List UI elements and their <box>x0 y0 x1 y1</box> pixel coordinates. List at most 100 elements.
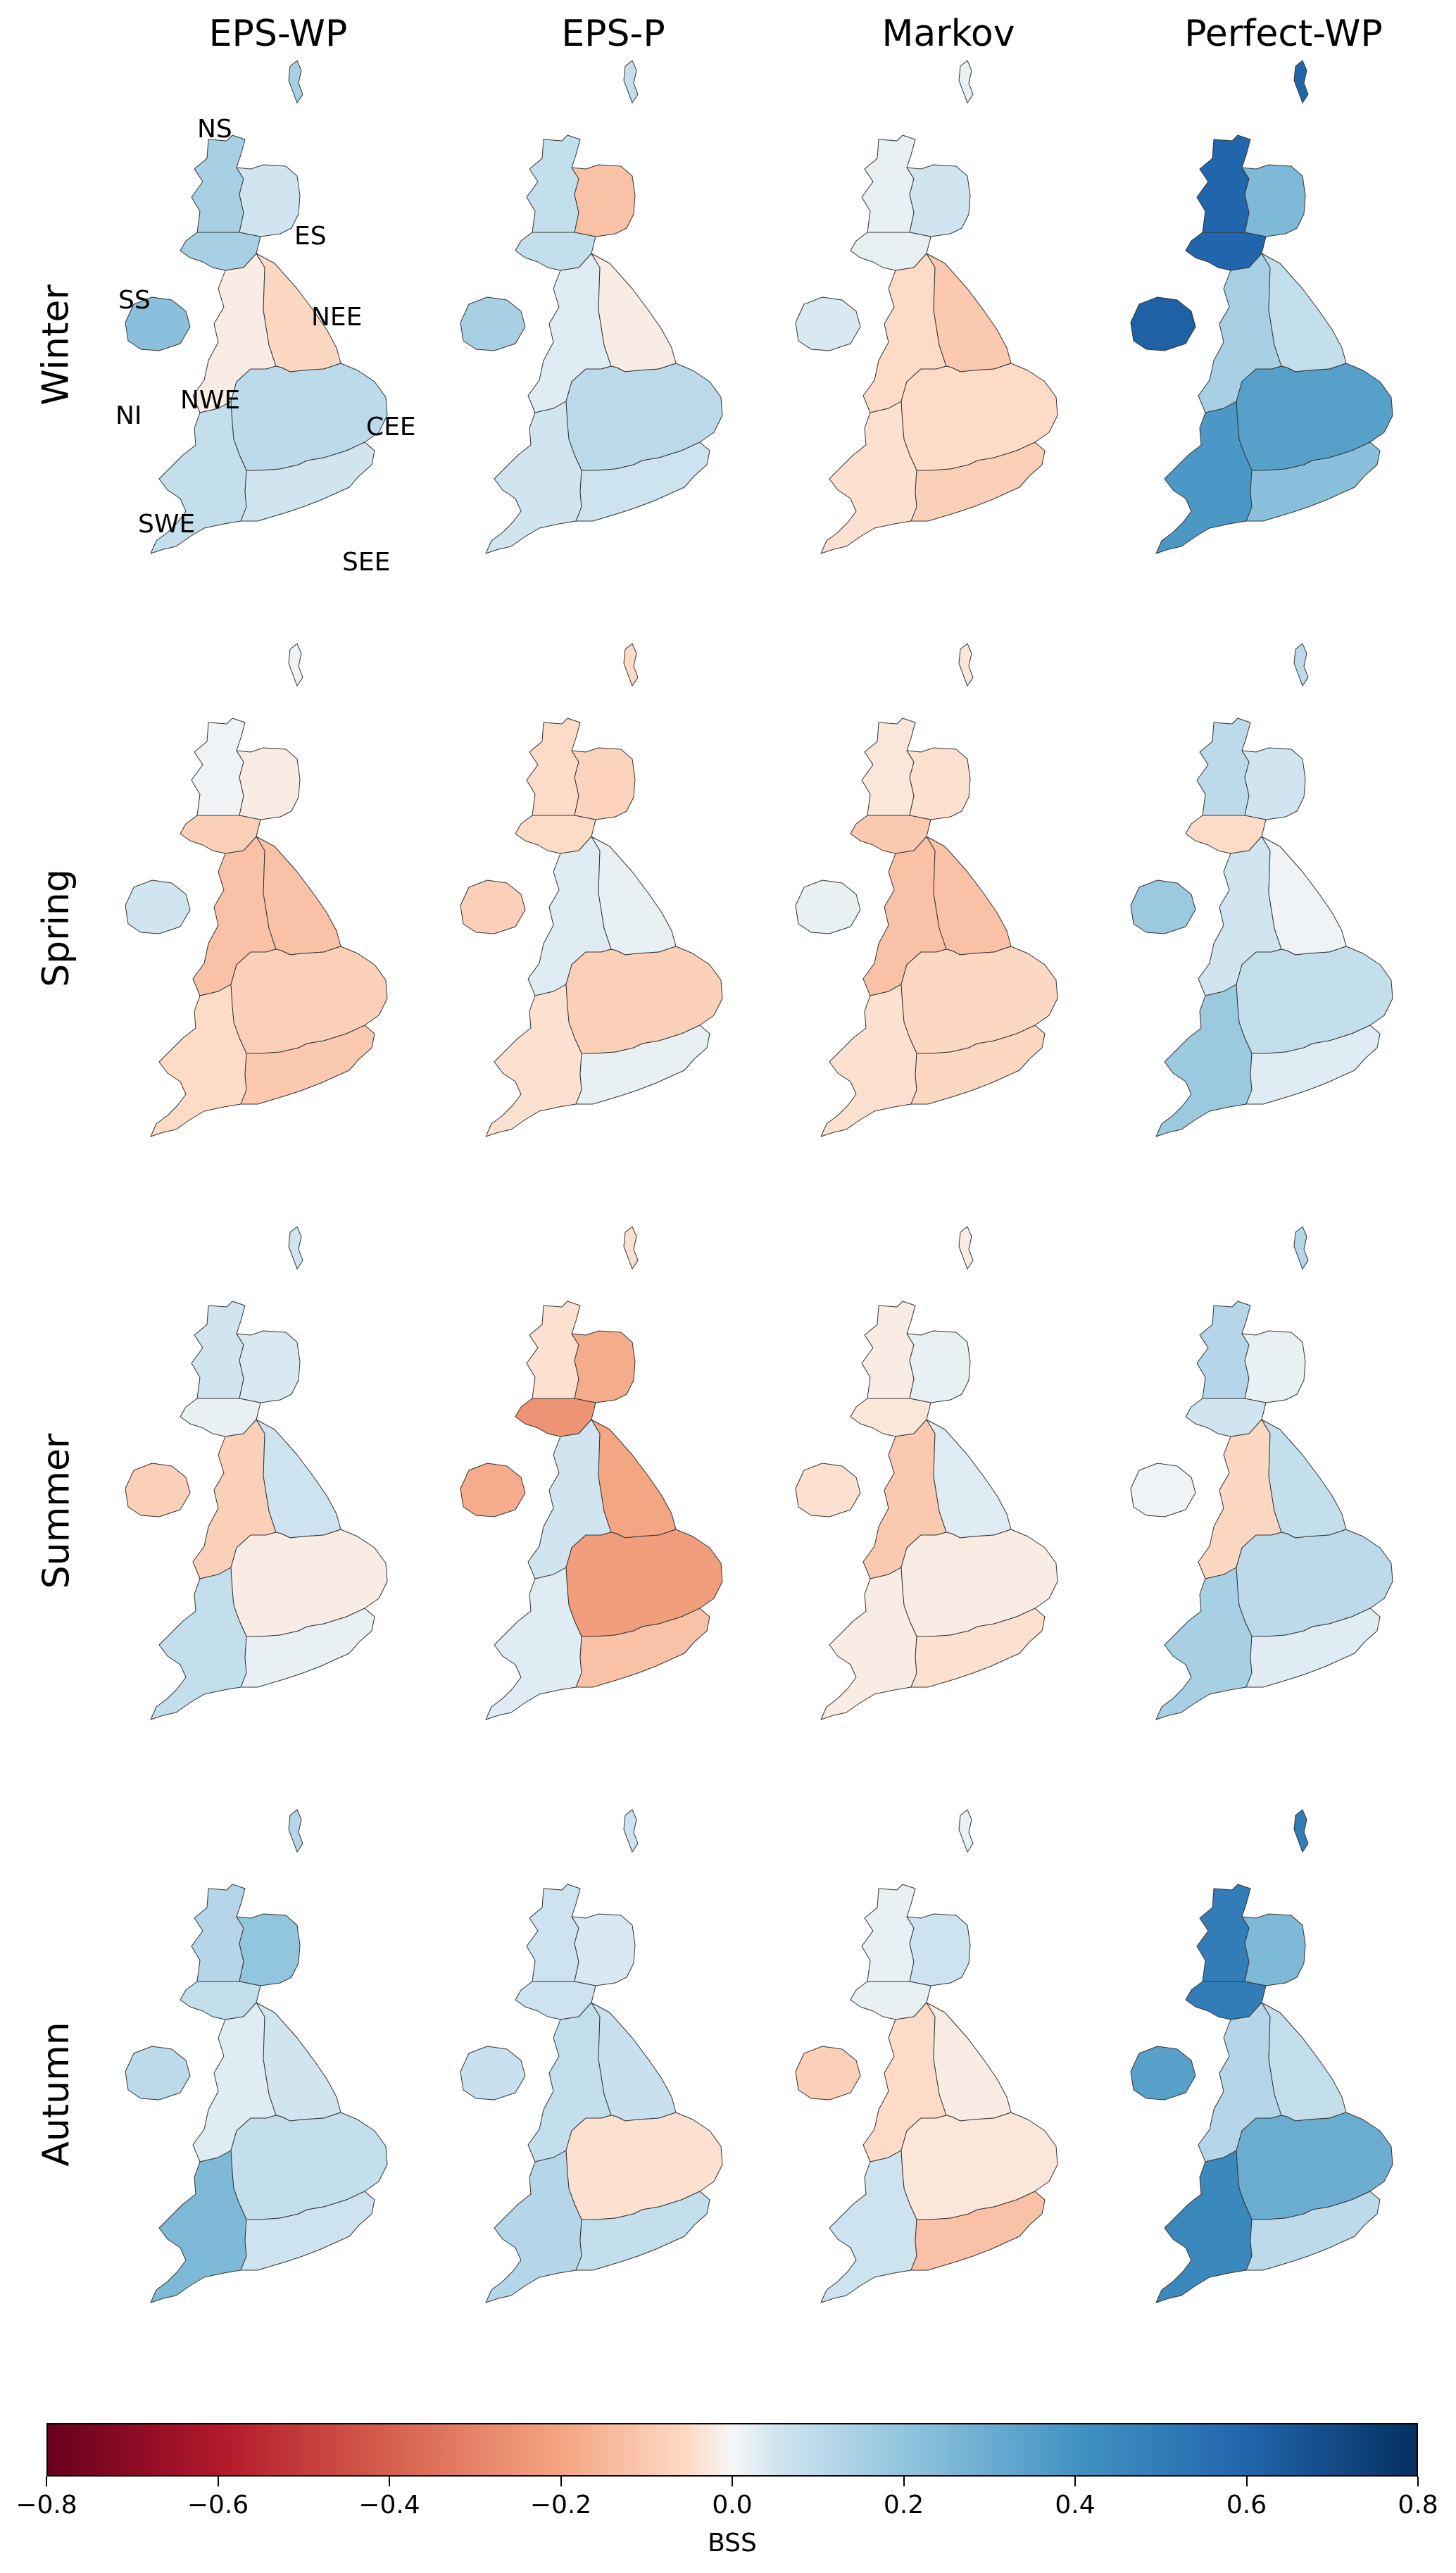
column-title-perfect-wp: Perfect-WP <box>1184 13 1383 55</box>
map-svg <box>125 1226 388 1720</box>
map-panel-winter-markov <box>783 56 1114 634</box>
region-ni <box>795 1463 861 1517</box>
region-ns <box>861 718 916 816</box>
region-ss <box>515 1981 596 2020</box>
region-es <box>571 1330 636 1403</box>
region-ss <box>850 232 931 271</box>
region-swe <box>150 1567 247 1720</box>
region-ns <box>1196 1301 1251 1399</box>
region-ni <box>460 1463 526 1517</box>
region-ss <box>180 1981 261 2020</box>
region-ni <box>795 879 861 934</box>
region-es <box>906 164 971 237</box>
row-title-summer-text: Summer <box>35 1433 77 1589</box>
region-swe <box>485 401 582 554</box>
region-ss <box>1185 232 1267 271</box>
region-ns <box>526 134 581 233</box>
region-ns <box>191 1301 246 1399</box>
colorbar-tick <box>903 2477 905 2486</box>
colorbar-tick-label: 0.4 <box>1055 2491 1096 2519</box>
region-swe <box>1155 1567 1253 1720</box>
region-ns <box>861 1884 916 1982</box>
column-title-eps-p: EPS-P <box>561 13 665 55</box>
region-es <box>906 747 971 820</box>
region-ni <box>125 879 191 934</box>
region-ni <box>125 1463 191 1517</box>
region-swe <box>1155 401 1253 554</box>
region-label-swe: SWE <box>138 510 195 539</box>
region-label-nwe: NWE <box>180 386 240 415</box>
region-see <box>575 1608 710 1688</box>
region-see <box>240 442 375 522</box>
map-panel-spring-perfect-wp <box>1118 639 1449 1217</box>
region-ni <box>1130 1463 1196 1517</box>
region-see <box>240 2191 375 2271</box>
map-svg <box>460 60 723 554</box>
row-title-winter: Winter <box>14 56 99 634</box>
region-label-ns: NS <box>197 115 232 144</box>
region-ns <box>526 718 581 816</box>
colorbar-tick-label: 0.8 <box>1398 2491 1438 2519</box>
map-svg <box>125 1809 388 2303</box>
region-ns-islands <box>623 1809 639 1853</box>
region-es <box>906 1330 971 1403</box>
region-labels: NS ES SS NEE NI NWE CEE SWE SEE <box>115 115 416 577</box>
colorbar-tick <box>1245 2477 1248 2486</box>
region-swe <box>1155 2150 1253 2303</box>
region-ns-islands <box>958 1226 974 1270</box>
row-title-autumn: Autumn <box>14 1805 99 2383</box>
region-swe <box>150 401 247 554</box>
region-see <box>910 2191 1046 2271</box>
map-panel-summer-eps-wp <box>113 1222 444 1800</box>
region-ss <box>515 1398 596 1437</box>
map-svg <box>795 60 1058 554</box>
colorbar-tick <box>389 2477 390 2486</box>
colorbar-label: BSS <box>708 2529 757 2558</box>
region-ns-islands <box>1293 1226 1309 1270</box>
colorbar-tick-label: 0.2 <box>883 2491 924 2519</box>
colorbar <box>46 2423 1418 2477</box>
map-panel-autumn-eps-p <box>448 1805 779 2383</box>
region-ni <box>460 2046 526 2101</box>
region-ni <box>795 296 861 351</box>
region-ss <box>180 815 261 854</box>
colorbar-tick-label: 0.6 <box>1226 2491 1267 2519</box>
region-ns <box>861 134 916 233</box>
colorbar-tick-label: −0.4 <box>358 2491 420 2519</box>
region-es <box>571 1913 636 1986</box>
region-swe <box>485 984 582 1137</box>
map-svg <box>795 1809 1058 2303</box>
map-panel-spring-eps-wp <box>113 639 444 1217</box>
region-ni <box>1130 2046 1196 2101</box>
map-panel-autumn-perfect-wp <box>1118 1805 1449 2383</box>
colorbar-tick <box>217 2477 219 2486</box>
map-panel-summer-eps-p <box>448 1222 779 1800</box>
region-label-see: SEE <box>342 548 390 577</box>
region-see <box>240 1608 375 1688</box>
region-ss <box>850 1398 931 1437</box>
region-ns-islands <box>288 60 303 104</box>
region-see <box>575 1025 710 1105</box>
region-ni <box>795 2046 861 2101</box>
map-svg <box>795 1226 1058 1720</box>
colorbar-tick-label: −0.2 <box>529 2491 592 2519</box>
region-label-es: ES <box>294 222 327 251</box>
region-ns <box>526 1884 581 1982</box>
map-svg <box>460 643 723 1137</box>
map-panel-spring-markov <box>783 639 1114 1217</box>
region-ns <box>526 1301 581 1399</box>
region-swe <box>820 2150 917 2303</box>
map-svg <box>125 643 388 1137</box>
region-ns-islands <box>288 643 303 687</box>
region-see <box>575 2191 710 2271</box>
region-see <box>240 1025 375 1105</box>
region-ss <box>850 815 931 854</box>
region-ss <box>1185 1981 1267 2020</box>
row-title-spring-text: Spring <box>35 869 77 987</box>
region-swe <box>485 2150 582 2303</box>
region-see <box>1245 1025 1381 1105</box>
region-ni <box>125 2046 191 2101</box>
map-panel-spring-eps-p <box>448 639 779 1217</box>
map-panel-autumn-markov <box>783 1805 1114 2383</box>
region-ns <box>861 1301 916 1399</box>
